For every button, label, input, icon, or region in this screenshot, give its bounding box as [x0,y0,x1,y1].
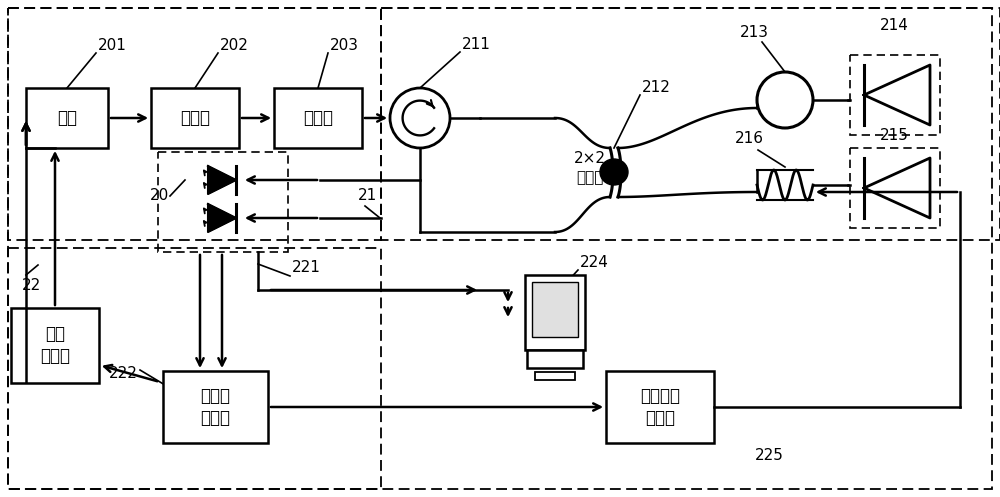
Text: 21: 21 [358,188,377,203]
Text: 224: 224 [580,255,609,270]
Text: 隔离器: 隔离器 [180,109,210,127]
Bar [26,88,108,148]
Text: 20: 20 [150,188,169,203]
Bar [850,148,940,228]
Bar [525,275,585,350]
Ellipse shape [600,159,628,185]
Text: 光源
调制器: 光源 调制器 [40,325,70,365]
Polygon shape [864,158,930,218]
Bar [163,371,268,443]
Text: 压电陶瓷
驱动器: 压电陶瓷 驱动器 [640,387,680,427]
Text: 221: 221 [292,260,321,275]
Text: 225: 225 [755,448,784,463]
Text: 222: 222 [109,366,138,381]
Bar [381,8,1000,240]
Text: 214: 214 [880,18,909,33]
Text: 212: 212 [642,80,671,95]
Text: 201: 201 [98,38,127,53]
Bar [8,8,381,240]
Text: 203: 203 [330,38,359,53]
Bar [151,88,239,148]
Text: 216: 216 [735,131,764,146]
Polygon shape [208,204,236,232]
Circle shape [757,72,813,128]
Text: 202: 202 [220,38,249,53]
Polygon shape [864,65,930,125]
Text: 衰减器: 衰减器 [303,109,333,127]
Text: 213: 213 [740,25,769,40]
Bar [11,308,99,383]
Text: 22: 22 [22,278,41,293]
Text: 光源: 光源 [57,109,77,127]
Bar [158,152,288,252]
Text: 数字解
调装置: 数字解 调装置 [200,387,230,427]
Polygon shape [208,166,236,194]
Bar [532,282,578,337]
Text: 215: 215 [880,128,909,143]
Text: 2×2
耦合器: 2×2 耦合器 [574,151,606,185]
Bar [850,55,940,135]
Bar [535,372,575,380]
Bar [606,371,714,443]
Text: 211: 211 [462,37,491,52]
Bar [527,350,583,368]
Circle shape [390,88,450,148]
Bar [8,248,381,489]
Bar [274,88,362,148]
